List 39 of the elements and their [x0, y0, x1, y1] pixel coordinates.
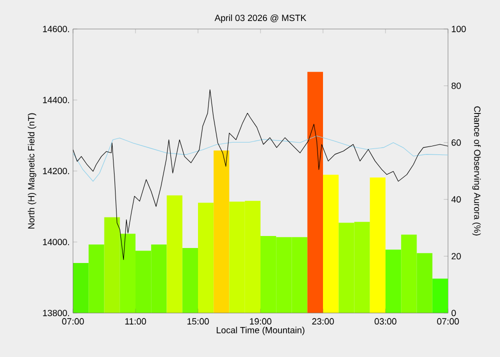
x-tick-label: 11:00	[125, 318, 146, 325]
bar	[307, 72, 324, 313]
bar	[214, 150, 230, 313]
y-axis-title: North (H) Magnetic Field (nT)	[28, 113, 36, 229]
y-tick-label: 13800.	[43, 310, 69, 316]
x-tick-label: 07:00	[437, 318, 459, 325]
x-tick-label: 15:00	[187, 318, 209, 325]
x-tick-label: 19:00	[250, 318, 272, 325]
y-tick-label: 14000.	[43, 238, 69, 246]
y2-axis-title: Chance of Observing Aurora (%)	[472, 106, 481, 236]
x-tick-label: 07:00	[62, 318, 84, 325]
y-tick-label: 14400.	[43, 96, 69, 104]
y2-tick-label: 40	[451, 196, 461, 203]
bar	[73, 263, 89, 313]
y-tick-label: 14200.	[43, 168, 69, 174]
x-tick-label: 23:00	[312, 318, 334, 325]
bar	[166, 195, 182, 313]
x-axis-title: Local Time (Mountain)	[216, 326, 304, 336]
x-tick-label: 03:00	[374, 318, 396, 325]
bar	[432, 278, 448, 313]
y2-tick-label: 100	[452, 26, 466, 32]
bar	[323, 174, 339, 313]
bar	[401, 234, 417, 313]
y2-tick-label: 20	[452, 253, 461, 260]
bar	[104, 217, 120, 313]
y2-tick-label: 0	[452, 310, 456, 316]
y2-tick-label: 60	[452, 139, 461, 146]
bar	[386, 250, 402, 313]
bar	[416, 253, 432, 313]
bar	[370, 178, 386, 313]
chart-title: April 03 2026 @ MSTK	[214, 14, 306, 23]
line-series	[73, 89, 448, 260]
y2-tick-label: 80	[452, 82, 461, 89]
line-series	[73, 136, 448, 182]
bar	[88, 244, 104, 313]
bar	[182, 248, 198, 313]
bar	[198, 202, 214, 313]
bar	[120, 234, 136, 313]
y-tick-label: 14600.	[43, 26, 69, 32]
